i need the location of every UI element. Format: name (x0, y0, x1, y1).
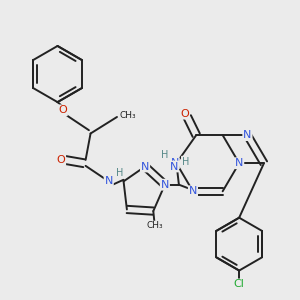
Text: N: N (171, 158, 179, 168)
Text: O: O (56, 155, 65, 165)
Text: N: N (170, 161, 178, 172)
Text: N: N (243, 130, 252, 140)
Text: O: O (180, 109, 189, 119)
Text: H: H (161, 150, 169, 160)
Text: CH₃: CH₃ (147, 221, 163, 230)
Text: N: N (161, 180, 169, 190)
Text: H: H (182, 157, 189, 166)
Text: Cl: Cl (234, 279, 244, 290)
Text: CH₃: CH₃ (119, 111, 136, 120)
Text: H: H (116, 168, 123, 178)
Text: O: O (58, 105, 67, 116)
Text: N: N (235, 158, 243, 168)
Text: N: N (189, 186, 197, 196)
Text: N: N (141, 161, 149, 172)
Text: N: N (104, 176, 113, 186)
